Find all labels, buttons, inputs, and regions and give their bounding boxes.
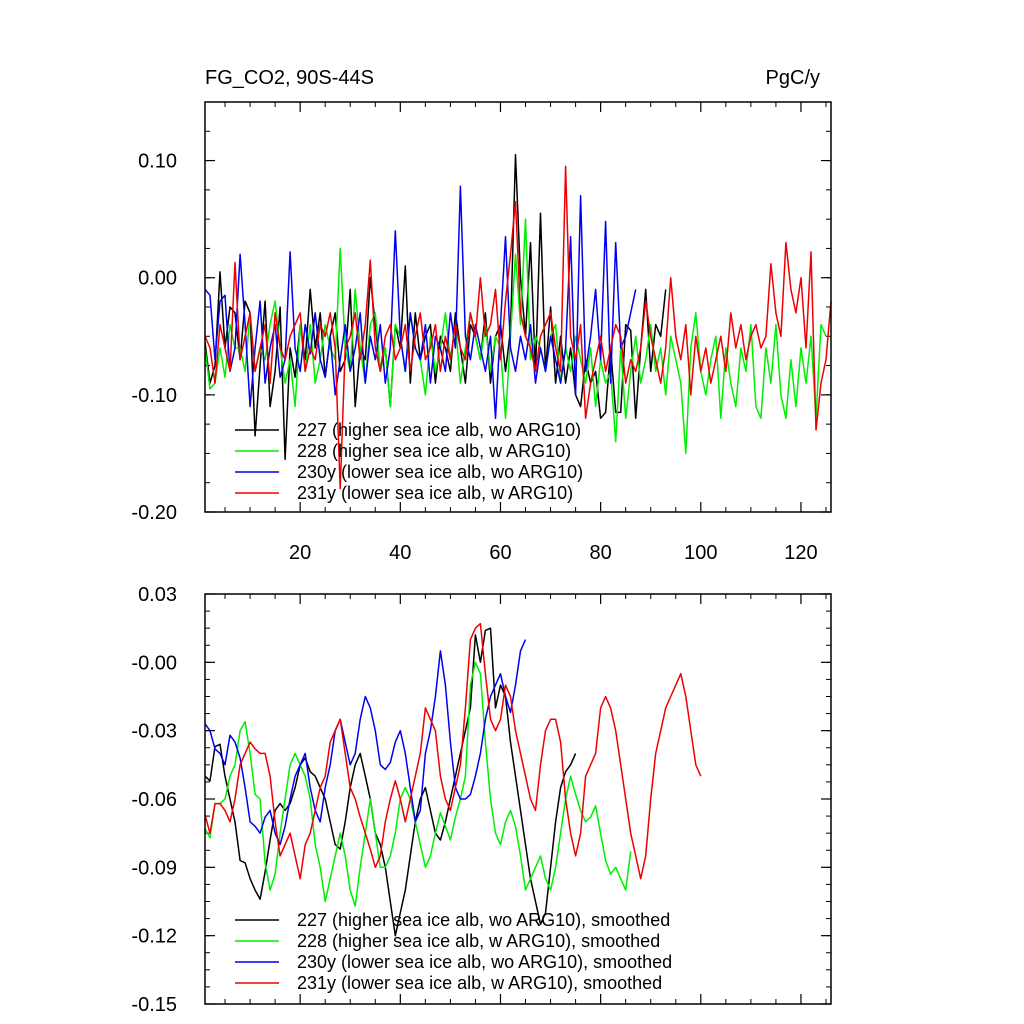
bottom-panel-legend: 227 (higher sea ice alb, wo ARG10), smoo… [235, 910, 672, 993]
top-panel-lines [204, 153, 832, 490]
y-tick-label: -0.15 [131, 994, 177, 1016]
y-tick-label: 0.03 [138, 584, 177, 606]
legend-label: 228 (higher sea ice alb, w ARG10), smoot… [297, 931, 660, 951]
x-tick-label: 80 [590, 542, 612, 564]
bottom-panel-frame [204, 593, 832, 1005]
top-panel-legend: 227 (higher sea ice alb, wo ARG10)228 (h… [235, 420, 583, 503]
x-tick-label: 20 [289, 542, 311, 564]
legend-label: 227 (higher sea ice alb, wo ARG10), smoo… [297, 910, 670, 930]
legend-label: 227 (higher sea ice alb, wo ARG10) [297, 420, 581, 440]
y-tick-label: -0.03 [131, 721, 177, 743]
bottom-panel-lines [204, 622, 702, 937]
top-panel-units: PgC/y [766, 67, 820, 89]
legend-label: 230y (lower sea ice alb, wo ARG10) [297, 462, 583, 482]
y-tick-label: 0.10 [138, 151, 177, 173]
top-panel-title: FG_CO2, 90S-44S [205, 67, 374, 89]
series-line-2 [204, 639, 527, 846]
y-tick-label: -0.10 [131, 385, 177, 407]
y-tick-label: -0.09 [131, 857, 177, 879]
x-tick-label: 120 [784, 542, 817, 564]
legend-label: 228 (higher sea ice alb, w ARG10) [297, 441, 571, 461]
legend-label: 230y (lower sea ice alb, wo ARG10), smoo… [297, 952, 672, 972]
legend-label: 231y (lower sea ice alb, w ARG10) [297, 483, 573, 503]
y-tick-label: 0.00 [138, 268, 177, 290]
x-tick-label: 40 [389, 542, 411, 564]
y-tick-label: -0.20 [131, 502, 177, 524]
series-line-3 [204, 165, 832, 490]
bottom-panel: 0.03 -0.00 -0.03 -0.06 -0.09 -0.12 -0.15 227 (… [131, 584, 832, 1016]
series-line-1 [204, 218, 827, 455]
legend-label: 231y (lower sea ice alb, w ARG10), smoot… [297, 973, 662, 993]
top-panel-frame [204, 101, 832, 513]
x-tick-label: 60 [489, 542, 511, 564]
y-tick-label: -0.06 [131, 789, 177, 811]
y-tick-label: -0.12 [131, 926, 177, 948]
x-tick-label: 100 [684, 542, 717, 564]
top-panel: FG_CO2, 90S-44S PgC/y 0.10 0.00 -0.10 -0.20… [131, 67, 832, 564]
series-line-3 [204, 622, 702, 880]
y-tick-label: -0.00 [131, 652, 177, 674]
series-line-0 [204, 627, 577, 937]
series-line-2 [204, 185, 637, 420]
series-line-1 [204, 661, 632, 907]
